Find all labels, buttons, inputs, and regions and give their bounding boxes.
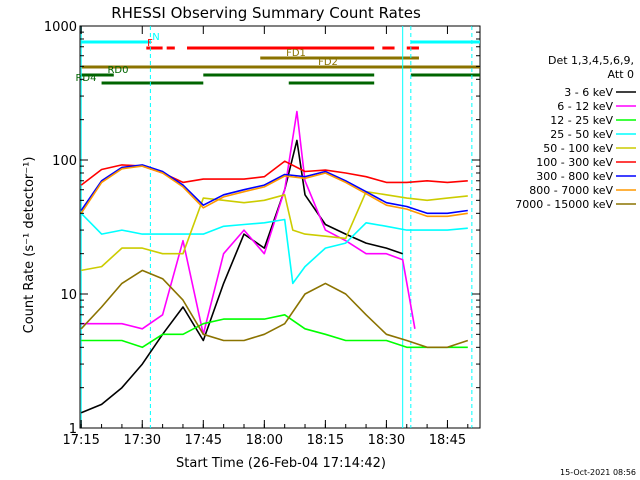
y-tick-label: 10 xyxy=(60,288,77,303)
y-axis-label: Count Rate (s⁻¹ detector⁻¹) xyxy=(22,157,37,334)
legend-label-2: 12 - 25 keV xyxy=(550,114,613,127)
series-line-6 xyxy=(80,164,468,215)
axes: 17:15 17:30 17:45 18:00 18:15 18:30 18:45 1 10 10… xyxy=(44,20,480,448)
legend-label-3: 25 - 50 keV xyxy=(550,128,613,141)
series-line-2 xyxy=(81,313,468,349)
flag-label-rd0: RD0 xyxy=(107,65,128,76)
plot-area xyxy=(79,25,481,429)
x-tick-label: 18:45 xyxy=(429,433,466,448)
x-tick-label: 18:15 xyxy=(307,433,344,448)
legend-label-1: 6 - 12 keV xyxy=(557,100,613,113)
legend-label-0: 3 - 6 keV xyxy=(564,86,613,99)
flag-label-rd4: RD4 xyxy=(75,73,96,84)
flag-label-fd1: FD1 xyxy=(286,48,306,59)
attenuator-lines xyxy=(80,26,473,428)
flag-label-n: N xyxy=(152,32,159,43)
x-tick-label: 17:30 xyxy=(124,433,161,448)
chart-title: RHESSI Observing Summary Count Rates xyxy=(111,4,421,22)
series-line-8 xyxy=(80,269,469,349)
series-lines xyxy=(80,110,469,414)
legend-label-7: 800 - 7000 keV xyxy=(529,184,613,197)
series-line-1 xyxy=(81,110,416,336)
flag-label-fd2: FD2 xyxy=(318,57,338,68)
x-tick-label: 18:00 xyxy=(246,433,283,448)
x-tick-label: 17:15 xyxy=(62,433,99,448)
y-tick-label: 100 xyxy=(52,154,77,169)
legend-header-line1: Det 1,3,4,5,6,9, xyxy=(548,54,634,67)
legend-header-line2: Att 0 xyxy=(608,68,634,81)
timestamp: 15-Oct-2021 08:56 xyxy=(560,468,636,477)
series-line-7 xyxy=(80,165,468,218)
plot-frame xyxy=(79,25,481,429)
legend-label-4: 50 - 100 keV xyxy=(543,142,613,155)
legend-label-6: 300 - 800 keV xyxy=(536,170,613,183)
instrument-flags: NFFD1FD2RD0RD4 xyxy=(75,32,480,85)
x-tick-label: 17:45 xyxy=(185,433,222,448)
x-tick-label: 18:30 xyxy=(368,433,405,448)
series-line-3 xyxy=(80,212,468,285)
y-tick-label: 1 xyxy=(69,422,77,437)
legend-label-8: 7000 - 15000 keV xyxy=(515,198,613,211)
y-tick-label: 1000 xyxy=(44,20,77,35)
x-axis-label: Start Time (26-Feb-04 17:14:42) xyxy=(176,456,386,471)
legend-label-5: 100 - 300 keV xyxy=(536,156,613,169)
series-line-0 xyxy=(80,139,403,414)
series-line-4 xyxy=(81,190,468,272)
